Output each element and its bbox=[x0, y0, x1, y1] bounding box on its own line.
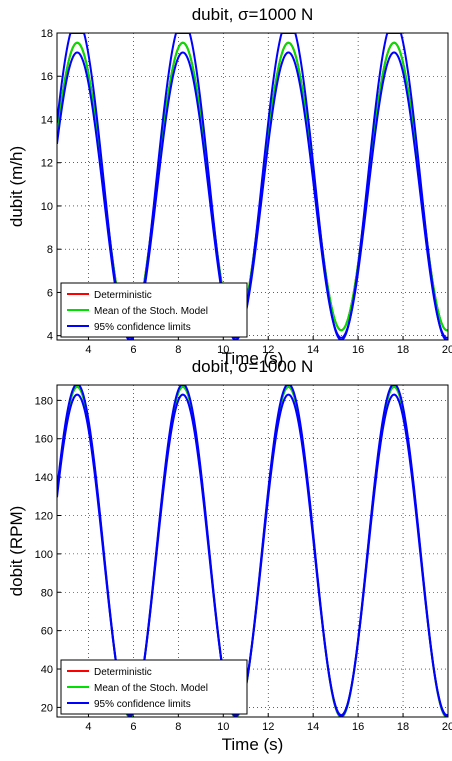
x-tick-label: 4 bbox=[85, 344, 91, 356]
y-tick-label: 14 bbox=[41, 114, 53, 126]
legend-entry-stoch-mean: Mean of the Stoch. Model bbox=[94, 306, 208, 317]
x-axis-label: Time (s) bbox=[222, 735, 284, 754]
x-axis-label: Time (s) bbox=[222, 349, 284, 368]
chart-title: dubit, σ=1000 N bbox=[192, 5, 314, 24]
x-tick-label: 10 bbox=[217, 721, 229, 733]
x-tick-label: 8 bbox=[175, 344, 181, 356]
legend-entry-deterministic: Deterministic bbox=[94, 290, 152, 301]
legend: Deterministic Mean of the Stoch. Model 9… bbox=[60, 659, 248, 715]
y-tick-label: 8 bbox=[47, 244, 53, 256]
y-tick-label: 120 bbox=[35, 510, 53, 522]
legend-entry-deterministic: Deterministic bbox=[94, 667, 152, 678]
x-tick-label: 18 bbox=[397, 721, 409, 733]
axes-frame bbox=[56, 384, 449, 718]
y-tick-label: 12 bbox=[41, 158, 53, 170]
y-tick-label: 160 bbox=[35, 434, 53, 446]
y-axis-label: dobit (RPM) bbox=[7, 506, 26, 597]
y-tick-label: 100 bbox=[35, 549, 53, 561]
x-tick-label: 20 bbox=[442, 721, 452, 733]
y-tick-label: 20 bbox=[41, 702, 53, 714]
y-tick-label: 6 bbox=[47, 287, 53, 299]
chart-dobit: dobit, σ=1000 N Time (s) dobit (RPM) 4 6 8… bbox=[7, 357, 452, 754]
y-tick-label: 180 bbox=[35, 395, 53, 407]
x-tick-label: 12 bbox=[262, 344, 274, 356]
x-tick-label: 10 bbox=[217, 344, 229, 356]
y-axis-label: dubit (m/h) bbox=[7, 146, 26, 227]
x-tick-label: 16 bbox=[352, 721, 364, 733]
chart-dubit: dubit, σ=1000 N Time (s) dubit (m/h) 4 6 8… bbox=[7, 5, 452, 368]
x-tick-label: 4 bbox=[85, 721, 91, 733]
x-tick-label: 6 bbox=[130, 344, 136, 356]
legend-box bbox=[60, 659, 248, 715]
y-tick-label: 4 bbox=[47, 331, 53, 343]
y-tick-label: 40 bbox=[41, 664, 53, 676]
y-tick-label: 18 bbox=[41, 28, 53, 40]
legend-entry-confidence: 95% confidence limits bbox=[94, 699, 191, 710]
legend: Deterministic Mean of the Stoch. Model 9… bbox=[60, 282, 248, 338]
x-tick-label: 20 bbox=[442, 344, 452, 356]
legend-entry-stoch-mean: Mean of the Stoch. Model bbox=[94, 683, 208, 694]
y-tick-label: 10 bbox=[41, 201, 53, 213]
axes-frame bbox=[56, 32, 449, 341]
x-tick-label: 12 bbox=[262, 721, 274, 733]
y-tick-label: 16 bbox=[41, 71, 53, 83]
y-tick-label: 140 bbox=[35, 472, 53, 484]
y-tick-label: 80 bbox=[41, 587, 53, 599]
x-tick-label: 18 bbox=[397, 344, 409, 356]
x-tick-label: 14 bbox=[307, 344, 319, 356]
x-tick-label: 8 bbox=[175, 721, 181, 733]
x-tick-label: 16 bbox=[352, 344, 364, 356]
legend-box bbox=[60, 282, 248, 338]
x-tick-label: 14 bbox=[307, 721, 319, 733]
chart-title: dobit, σ=1000 N bbox=[192, 357, 314, 376]
legend-entry-confidence: 95% confidence limits bbox=[94, 322, 191, 333]
x-tick-label: 6 bbox=[130, 721, 136, 733]
y-tick-label: 60 bbox=[41, 626, 53, 638]
